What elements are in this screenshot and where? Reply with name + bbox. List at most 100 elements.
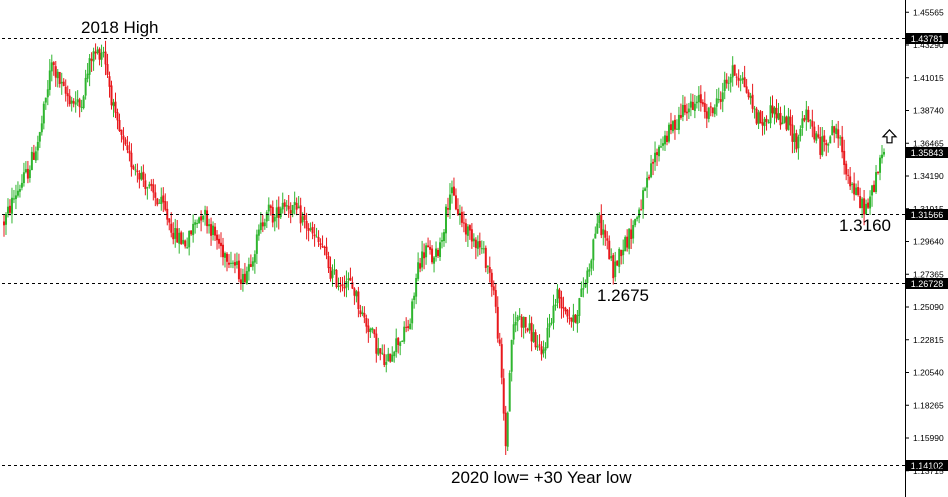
candle <box>229 251 232 268</box>
candle <box>650 154 653 179</box>
candle <box>488 256 491 283</box>
candle-body <box>341 284 344 286</box>
candle-body <box>218 238 221 244</box>
candle <box>116 108 119 130</box>
candle <box>385 354 388 373</box>
candle <box>875 165 878 194</box>
candle-body <box>247 264 250 272</box>
candle <box>10 187 13 224</box>
candle-body <box>697 95 700 103</box>
candle-body <box>787 115 790 131</box>
candle <box>3 214 5 237</box>
candle-body <box>628 228 631 249</box>
candle <box>379 347 382 361</box>
candle-body <box>46 89 49 98</box>
candle <box>369 327 372 338</box>
candle <box>701 99 704 107</box>
candle-body <box>16 190 19 196</box>
candle-body <box>437 249 440 256</box>
candle <box>180 230 183 245</box>
candle <box>66 85 69 107</box>
candle <box>821 127 824 157</box>
candle-body <box>616 260 619 266</box>
candle <box>781 115 784 125</box>
candle-body <box>654 152 657 163</box>
candle-body <box>775 107 778 119</box>
candle-body <box>12 198 15 200</box>
candle <box>259 212 262 234</box>
candle-body <box>624 237 627 252</box>
candle <box>524 316 527 334</box>
candle <box>793 125 796 153</box>
candle <box>357 286 360 318</box>
candle-body <box>253 254 256 263</box>
candle <box>624 235 627 252</box>
candle-body <box>104 51 107 65</box>
candle-body <box>227 262 230 265</box>
candle-body <box>444 206 447 234</box>
candle-body <box>737 77 740 81</box>
candle <box>809 119 812 129</box>
candle-body <box>66 93 69 97</box>
candle-body <box>807 109 810 123</box>
candle <box>86 63 89 83</box>
candle <box>741 71 744 84</box>
candle <box>466 224 469 247</box>
candle-body <box>259 222 262 231</box>
candle-body <box>562 307 565 309</box>
tick-label: 1.25090 <box>913 302 944 312</box>
candle-body <box>863 198 866 215</box>
candle-body <box>192 223 195 236</box>
candle <box>725 73 728 89</box>
candle <box>329 256 332 282</box>
candle <box>58 71 61 88</box>
candle-body <box>514 321 517 326</box>
candle-body <box>524 316 527 328</box>
candle <box>391 346 394 362</box>
candle <box>869 190 872 215</box>
candle-body <box>675 128 678 130</box>
candle <box>546 317 549 349</box>
candle-body <box>435 248 438 257</box>
candle-body <box>142 171 145 180</box>
candle <box>823 129 826 152</box>
candle-body <box>323 246 326 248</box>
candle <box>658 144 661 162</box>
candle <box>604 224 607 246</box>
candle <box>530 316 533 352</box>
candle-body <box>20 182 23 188</box>
candle-body <box>492 286 495 291</box>
candle-body <box>789 116 792 126</box>
candle-body <box>353 288 356 296</box>
candle <box>877 171 880 175</box>
candle <box>586 267 589 294</box>
candle <box>528 314 531 334</box>
candle-body <box>373 329 376 335</box>
candle <box>118 113 121 132</box>
candle <box>775 99 778 123</box>
candle-body <box>618 249 621 267</box>
candle-body <box>632 225 635 239</box>
candle <box>640 199 643 211</box>
candle-body <box>301 216 304 223</box>
candle-body <box>411 301 414 324</box>
candle <box>606 231 609 250</box>
candle-body <box>588 269 591 272</box>
candle <box>500 337 503 385</box>
candle <box>799 125 802 142</box>
candle-body <box>375 333 378 354</box>
candle-body <box>596 223 599 234</box>
candle-body <box>825 142 828 146</box>
candle <box>142 164 145 188</box>
candle <box>28 165 31 183</box>
candle <box>536 335 539 351</box>
candle <box>98 47 101 66</box>
candle <box>755 106 758 126</box>
candle <box>871 184 874 207</box>
candle-body <box>638 209 641 218</box>
candle <box>160 187 163 211</box>
candle-body <box>431 248 434 263</box>
candle-body <box>498 339 501 344</box>
candle-body <box>725 79 728 84</box>
